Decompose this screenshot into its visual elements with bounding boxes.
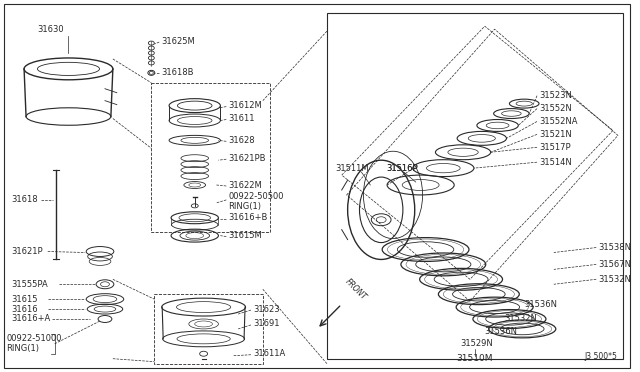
Text: 31521N: 31521N	[539, 130, 572, 139]
Text: 31532N: 31532N	[504, 314, 538, 324]
Text: 31621PB: 31621PB	[228, 154, 266, 163]
Text: 31630: 31630	[37, 25, 64, 34]
Text: 31615: 31615	[12, 295, 38, 304]
Text: 31628: 31628	[228, 136, 255, 145]
Text: 31615M: 31615M	[228, 231, 262, 240]
Text: 31516P: 31516P	[386, 164, 418, 173]
Text: 00922-50500: 00922-50500	[228, 192, 284, 201]
Text: 31616: 31616	[12, 305, 38, 314]
Text: 31625M: 31625M	[161, 36, 195, 46]
Text: 31622M: 31622M	[228, 180, 262, 189]
Text: 31618: 31618	[12, 195, 38, 204]
Text: 31511M: 31511M	[335, 164, 369, 173]
Text: 31510M: 31510M	[457, 354, 493, 363]
Text: 31567N: 31567N	[598, 260, 631, 269]
Text: FRONT: FRONT	[344, 278, 369, 302]
Text: 31523N: 31523N	[539, 91, 572, 100]
Text: 31516P: 31516P	[386, 164, 418, 173]
Text: 31536N: 31536N	[484, 327, 518, 336]
Text: 31536N: 31536N	[524, 299, 557, 309]
Text: 00922-51000: 00922-51000	[6, 334, 62, 343]
Text: 31529N: 31529N	[460, 339, 493, 348]
Text: 31514N: 31514N	[539, 158, 572, 167]
Text: 31611A: 31611A	[253, 349, 285, 358]
Text: 31538N: 31538N	[598, 243, 631, 252]
Bar	[151, 83, 269, 232]
Text: RING(1): RING(1)	[6, 344, 39, 353]
Text: 31517P: 31517P	[539, 143, 571, 152]
Bar	[327, 13, 623, 359]
Text: 31616+B: 31616+B	[228, 213, 268, 222]
Text: RING(1): RING(1)	[228, 202, 261, 211]
Text: 31611: 31611	[228, 114, 255, 123]
Text: 31612M: 31612M	[228, 101, 262, 110]
Text: 31621P: 31621P	[12, 247, 43, 256]
Text: 31552N: 31552N	[539, 104, 572, 113]
Bar	[154, 294, 263, 364]
Text: 31552NA: 31552NA	[539, 117, 577, 126]
Text: 31555PA: 31555PA	[12, 280, 48, 289]
Text: J3 500*5: J3 500*5	[584, 352, 617, 361]
Text: 31691: 31691	[253, 320, 280, 328]
Text: 31532N: 31532N	[598, 275, 631, 284]
Text: 31623: 31623	[253, 305, 280, 314]
Text: 31618B: 31618B	[161, 68, 194, 77]
Text: 31616+A: 31616+A	[12, 314, 51, 324]
